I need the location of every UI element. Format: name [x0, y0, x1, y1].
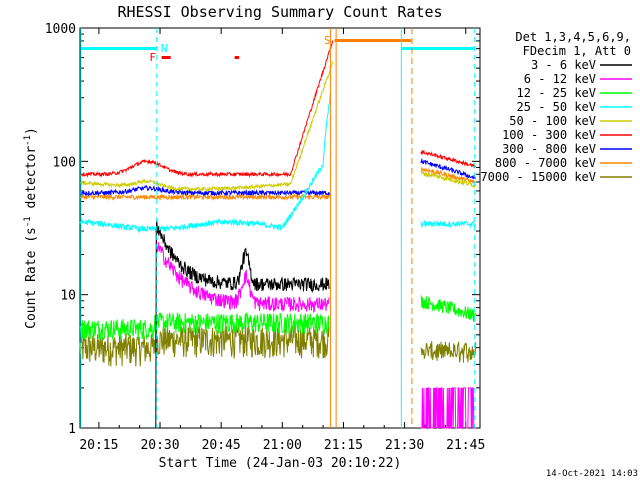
- series-line: [420, 341, 477, 364]
- night-flag-bar-2: [401, 47, 475, 50]
- legend-label: 300 - 800 keV: [502, 142, 596, 156]
- series-line: [79, 61, 334, 193]
- x-axis-label: Start Time (24-Jan-03 20:10:22): [159, 456, 402, 471]
- series-line: [155, 236, 330, 313]
- night-flag-label: N: [161, 42, 168, 55]
- night-flag-bar: [80, 47, 157, 50]
- flare-flag-label: F: [149, 51, 156, 64]
- legend-header: FDecim 1, Att 0: [523, 44, 631, 58]
- legend-label: 50 - 100 keV: [509, 114, 596, 128]
- saa-flag-label: S: [324, 34, 331, 47]
- plot-frame: [79, 27, 481, 429]
- y-axis: 1 10 100 1000: [45, 22, 480, 437]
- series-line: [79, 40, 334, 178]
- series-line: [420, 167, 476, 184]
- series-line: [79, 324, 330, 367]
- series-line: [420, 170, 477, 189]
- y-tick-label: 1000: [45, 22, 76, 37]
- x-tick-label: 21:15: [324, 438, 363, 453]
- legend-label: 7000 - 15000 keV: [480, 170, 596, 184]
- series-line: [420, 295, 477, 323]
- y-axis-label-sup1: -1: [23, 216, 33, 227]
- y-axis-label-sup2: -1: [23, 135, 33, 146]
- legend-label: 100 - 300 keV: [502, 128, 596, 142]
- y-tick-label: 100: [53, 155, 76, 170]
- legend-label: 6 - 12 keV: [524, 72, 596, 86]
- y-tick-label: 1: [68, 422, 76, 437]
- flag-markers: NF S: [80, 34, 475, 64]
- x-tick-label: 21:30: [385, 438, 424, 453]
- x-tick-label: 21:45: [446, 438, 485, 453]
- series-line: [79, 312, 330, 341]
- flare-flag-bar: [161, 56, 171, 59]
- series-line: [420, 149, 477, 169]
- chart-title: RHESSI Observing Summary Count Rates: [117, 3, 442, 21]
- timestamp: 14-Oct-2021 14:03: [546, 469, 638, 479]
- x-tick-label: 20:15: [79, 438, 118, 453]
- y-axis-label-mid: detector: [24, 146, 39, 217]
- vertical-markers: [80, 28, 476, 428]
- series-line: [79, 192, 332, 201]
- series-line: [79, 184, 332, 197]
- legend-label: 12 - 25 keV: [517, 86, 596, 100]
- saa-flag-bar: [334, 39, 412, 42]
- legend: Det 1,3,4,5,6,9,FDecim 1, Att 03 - 6 keV…: [480, 30, 632, 184]
- legend-header: Det 1,3,4,5,6,9,: [515, 30, 631, 44]
- x-tick-label: 20:45: [202, 438, 241, 453]
- flare-flag-bar-2: [234, 56, 240, 59]
- y-axis-label: Count Rate (s-1 detector-1): [23, 127, 39, 329]
- legend-label: 25 - 50 keV: [517, 100, 596, 114]
- y-axis-label-main: Count Rate (s: [24, 227, 39, 329]
- series-line: [420, 219, 477, 229]
- series-lines: [79, 40, 477, 429]
- series-line: [420, 157, 476, 180]
- x-axis: 20:15 20:30 20:45 21:00 21:15 21:30 21:45: [79, 28, 485, 453]
- x-tick-label: 21:00: [263, 438, 302, 453]
- legend-label: 800 - 7000 keV: [495, 156, 596, 170]
- series-line: [420, 387, 476, 429]
- legend-label: 3 - 6 keV: [531, 58, 596, 72]
- y-tick-label: 10: [60, 289, 76, 304]
- y-axis-label-end: ): [24, 127, 39, 135]
- series-line: [79, 92, 332, 234]
- series-line: [144, 219, 330, 429]
- x-tick-label: 20:30: [140, 438, 179, 453]
